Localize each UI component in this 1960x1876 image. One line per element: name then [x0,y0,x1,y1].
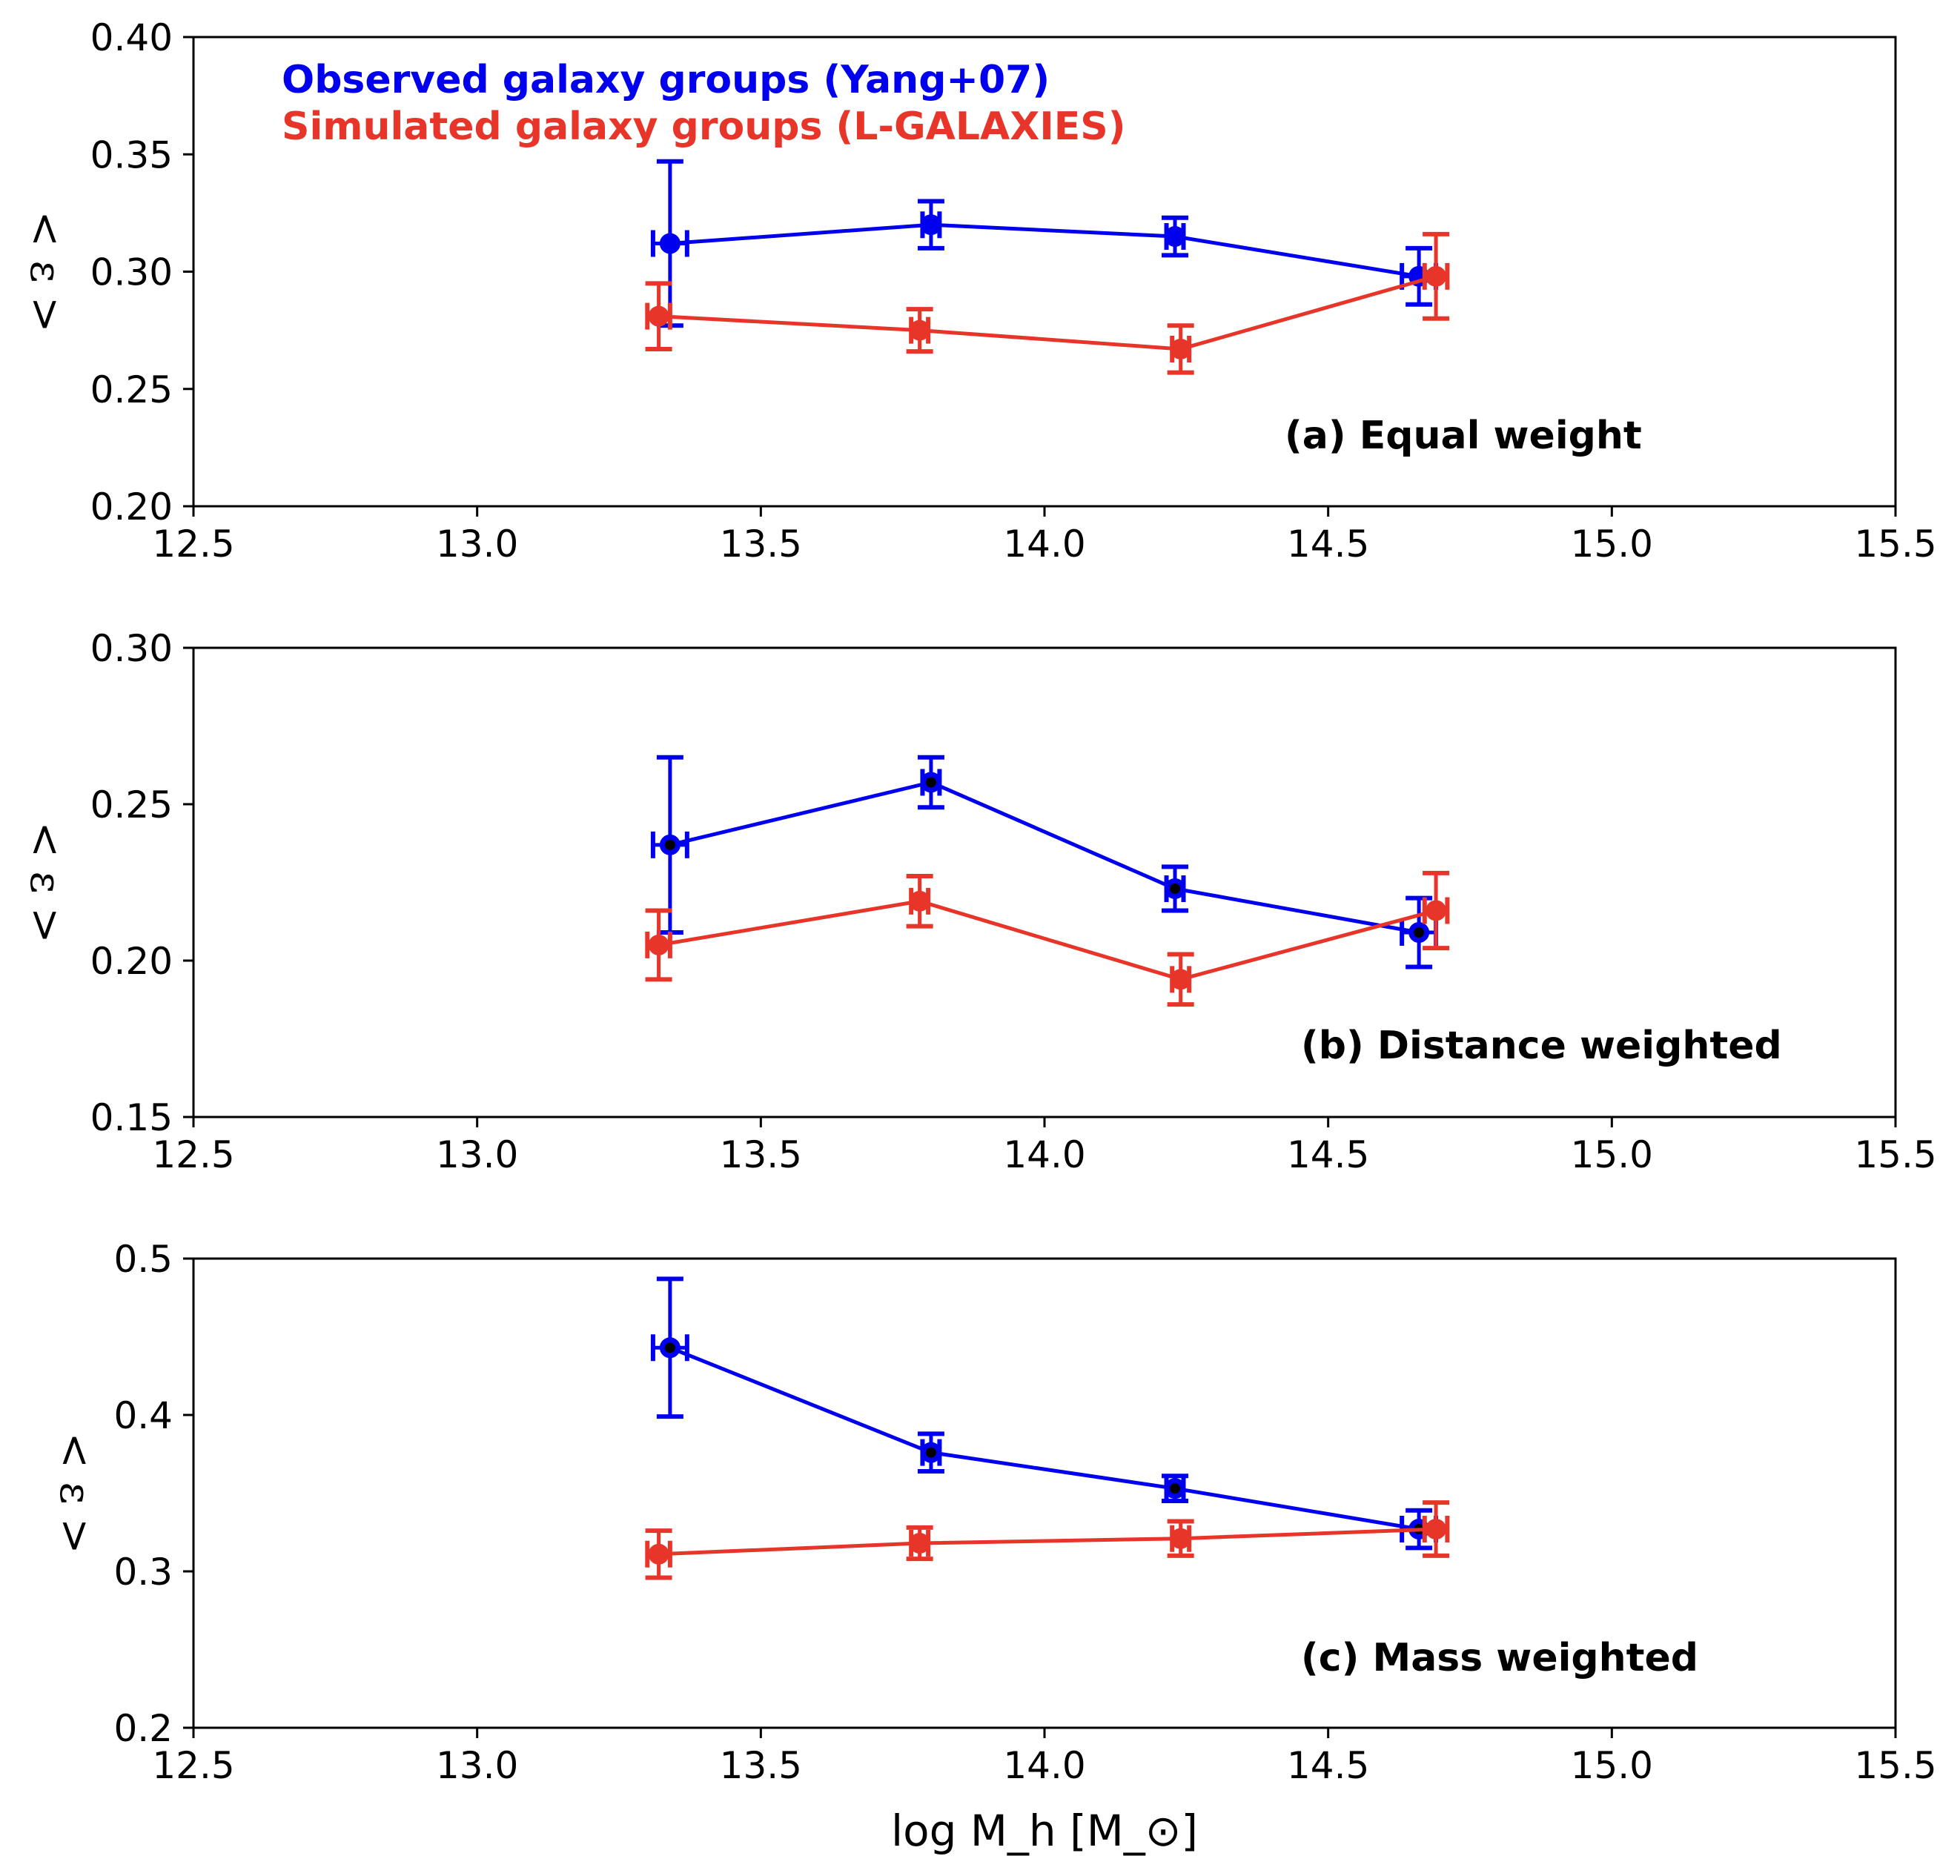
x-tick-label: 13.5 [720,1133,802,1176]
y-tick-label: 0.35 [90,133,173,176]
data-point [1426,265,1447,287]
x-tick-label: 14.0 [1003,1133,1085,1176]
x-tick-label: 13.5 [720,523,802,566]
y-tick-label: 0.5 [113,1238,173,1281]
data-point [1426,900,1447,921]
data-point [920,214,941,236]
data-point-center [1170,1483,1181,1494]
panel-b: 12.5 13.0 13.5 14.0 14.5 15.0 15.5 0.15 0.20 0.25… [21,627,1937,1176]
panel-title: (a) Equal weight [1285,414,1642,458]
data-point [659,233,681,254]
x-tick-label: 14.0 [1003,523,1085,566]
panel-c: 12.5 13.0 13.5 14.0 14.5 15.0 15.5 0.2 0.3 0.4 0.5… [50,1238,1937,1856]
y-tick-label: 0.40 [90,16,173,59]
data-point [648,934,669,955]
x-tick-label: 13.0 [436,523,518,566]
y-tick-label: 0.25 [90,783,173,826]
data-point [1170,969,1191,990]
x-tick-label: 15.0 [1571,1133,1653,1176]
x-tick-label: 14.5 [1287,523,1369,566]
data-point [1165,226,1186,248]
x-tick-label: 14.0 [1003,1744,1085,1787]
series-line [658,899,1437,981]
data-point [909,319,930,341]
y-tick-label: 0.20 [90,485,173,528]
data-point-center [1170,883,1181,894]
y-tick-label: 0.30 [90,251,173,294]
y-axis-label: < ε > [21,821,71,943]
series-observed [650,159,1439,328]
x-tick-label: 13.0 [436,1744,518,1787]
data-point [909,890,930,912]
series-simulated [645,231,1450,375]
x-tick-label: 14.5 [1287,1744,1369,1787]
series-line [669,1345,1420,1531]
x-tick-label: 12.5 [152,1133,234,1176]
x-tick-label: 14.5 [1287,1133,1369,1176]
data-point [1426,1519,1447,1540]
series-simulated [645,870,1450,1007]
x-tick-label: 12.5 [152,1744,234,1787]
x-axis-label: log M_h [M_⊙] [891,1806,1198,1856]
panel-title: (c) Mass weighted [1301,1636,1698,1680]
x-tick-label: 15.0 [1571,1744,1653,1787]
y-axis-label: < ε > [21,211,71,332]
data-point-center [925,777,936,788]
data-point [648,305,669,327]
series-observed [650,1276,1439,1551]
x-tick-label: 15.0 [1571,523,1653,566]
data-point-center [664,1342,675,1353]
series-line [658,274,1437,351]
legend-simulated-label: Simulated galaxy groups (L-GALAXIES) [282,105,1125,149]
x-tick-label: 13.0 [436,1133,518,1176]
y-tick-label: 0.25 [90,368,173,411]
x-tick-label: 15.5 [1854,1744,1936,1787]
y-tick-label: 0.2 [113,1707,173,1750]
series-line [658,1527,1437,1557]
data-point [648,1543,669,1565]
data-point [1170,1528,1191,1549]
y-tick-label: 0.20 [90,940,173,983]
data-point [909,1533,930,1554]
data-point-center [1414,927,1425,938]
y-tick-label: 0.30 [90,627,173,670]
x-tick-label: 12.5 [152,523,234,566]
data-point-center [925,1447,936,1458]
x-tick-label: 13.5 [720,1744,802,1787]
y-tick-label: 0.3 [113,1551,173,1594]
series-line [669,222,1420,279]
data-point-center [664,839,675,850]
series-line [669,780,1420,935]
legend-observed-label: Observed galaxy groups (Yang+07) [282,58,1050,102]
x-tick-label: 15.5 [1854,523,1936,566]
x-tick-label: 15.5 [1854,1133,1936,1176]
y-tick-label: 0.15 [90,1096,173,1139]
panel-a: Observed galaxy groups (Yang+07) Simulat… [21,16,1937,566]
data-point [1170,338,1191,359]
y-tick-label: 0.4 [113,1394,173,1437]
panel-title: (b) Distance weighted [1301,1024,1782,1068]
series-simulated [645,1500,1450,1580]
series-observed [650,755,1439,970]
y-axis-label: < ε > [50,1432,101,1554]
